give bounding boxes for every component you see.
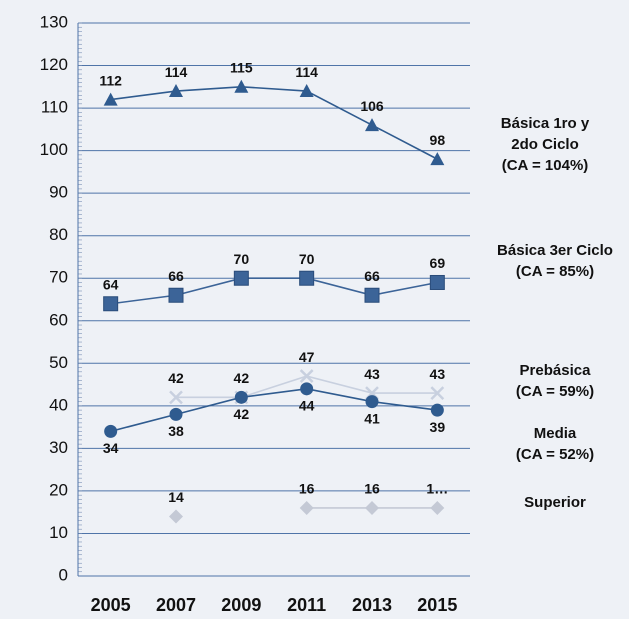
- marker: [234, 390, 248, 404]
- marker: [299, 270, 315, 286]
- series-name: Básica 1ro y 2do Ciclo: [500, 115, 590, 153]
- x-tick-label: 2015: [417, 595, 457, 615]
- x-tick-label: 2013: [352, 595, 392, 615]
- data-label: 34: [103, 440, 119, 456]
- data-label: 98: [430, 132, 446, 148]
- marker: [430, 386, 445, 400]
- data-label: 69: [430, 255, 446, 271]
- marker: [365, 500, 379, 515]
- data-label: 115: [230, 60, 253, 76]
- x-tick-label: 2005: [91, 595, 131, 615]
- marker: [169, 407, 183, 421]
- data-label: 16: [299, 481, 315, 497]
- data-label: 64: [103, 276, 119, 292]
- series-note: (CA = 85%): [515, 263, 595, 280]
- marker: [103, 92, 118, 106]
- series-label: Superior: [490, 492, 620, 513]
- data-label: 70: [234, 251, 250, 267]
- data-label: 66: [168, 268, 184, 284]
- marker: [365, 395, 379, 409]
- marker: [168, 287, 184, 303]
- marker: [169, 509, 183, 524]
- marker: [364, 287, 380, 303]
- data-label: 112: [99, 72, 122, 88]
- y-tick-label: 90: [49, 183, 68, 202]
- data-label: 70: [299, 251, 315, 267]
- y-tick-label: 10: [49, 523, 68, 542]
- series-label: Media (CA = 52%): [490, 423, 620, 465]
- data-label: 66: [364, 268, 380, 284]
- marker: [169, 390, 183, 405]
- marker: [104, 424, 118, 438]
- y-tick-label: 130: [40, 12, 68, 31]
- marker: [300, 382, 314, 396]
- data-label: 1…: [426, 481, 448, 497]
- marker: [234, 79, 249, 93]
- series-note: (CA = 104%): [501, 157, 589, 174]
- y-tick-label: 80: [49, 225, 68, 244]
- data-label: 114: [295, 64, 318, 80]
- y-tick-label: 60: [49, 310, 68, 329]
- y-tick-label: 20: [49, 480, 68, 499]
- data-label: 42: [234, 406, 250, 422]
- series-name: Media: [533, 425, 577, 442]
- marker: [365, 118, 379, 132]
- y-tick-label: 110: [41, 98, 68, 117]
- series-label: Básica 1ro y 2do Ciclo (CA = 104%): [490, 113, 600, 176]
- x-tick-label: 2011: [287, 595, 326, 615]
- data-label: 43: [364, 366, 380, 382]
- marker: [430, 152, 445, 166]
- data-label: 42: [168, 370, 184, 386]
- data-label: 41: [364, 410, 380, 426]
- series-line: [110, 86, 438, 160]
- data-label: 16: [364, 481, 380, 497]
- data-label: 114: [165, 64, 188, 80]
- marker: [233, 270, 249, 286]
- y-tick-label: 30: [49, 438, 68, 457]
- data-label: 106: [360, 98, 384, 114]
- marker: [299, 369, 314, 383]
- series-name: Superior: [524, 494, 586, 511]
- series-note: (CA = 52%): [515, 446, 595, 463]
- data-label: 39: [430, 419, 446, 435]
- data-label: 47: [299, 349, 315, 365]
- y-tick-label: 70: [49, 268, 68, 287]
- series-name: Prebásica: [519, 362, 591, 379]
- y-tick-label: 120: [40, 55, 68, 74]
- data-label: 43: [430, 366, 446, 382]
- series-line: [110, 277, 438, 305]
- data-label: 42: [234, 370, 250, 386]
- marker: [430, 403, 444, 417]
- data-label: 38: [168, 423, 184, 439]
- series-name: Básica 3er Ciclo: [497, 242, 613, 259]
- marker: [299, 500, 314, 515]
- x-tick-label: 2007: [156, 595, 196, 615]
- marker: [430, 500, 445, 515]
- y-tick-label: 0: [59, 565, 68, 584]
- y-tick-label: 50: [49, 353, 68, 372]
- marker: [429, 274, 445, 290]
- y-tick-label: 100: [40, 140, 68, 159]
- marker: [169, 84, 183, 98]
- marker: [103, 296, 119, 312]
- data-label: 44: [299, 398, 315, 414]
- series-line: [110, 388, 438, 433]
- y-tick-label: 40: [49, 395, 68, 414]
- x-tick-label: 2009: [221, 595, 261, 615]
- series-label: Prebásica (CA = 59%): [490, 360, 620, 402]
- series-note: (CA = 59%): [515, 383, 595, 400]
- marker: [299, 84, 314, 98]
- data-label: 14: [168, 489, 184, 505]
- series-label: Básica 3er Ciclo (CA = 85%): [490, 240, 620, 282]
